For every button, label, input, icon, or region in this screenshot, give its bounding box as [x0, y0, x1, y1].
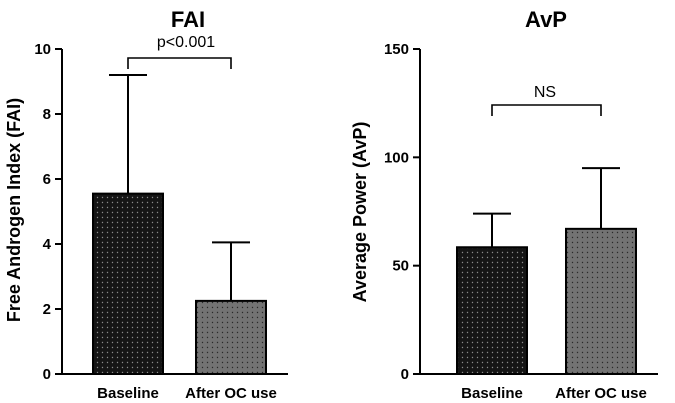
- y-tick-label: 10: [34, 41, 51, 58]
- plot-area: 0 2 4 6 8 10: [34, 41, 288, 383]
- significance-bracket: [127, 57, 232, 69]
- y-tick-label: 150: [384, 41, 409, 58]
- y-tick-label: 100: [384, 149, 409, 166]
- chart-title: FAI: [171, 7, 205, 32]
- y-tick-label: 8: [43, 106, 51, 123]
- category-label: After OC use: [185, 385, 277, 402]
- y-tick-label: 0: [43, 366, 51, 383]
- y-tick-label: 4: [43, 236, 52, 253]
- y-tick-label: 6: [43, 171, 51, 188]
- chart-avp: AvP Average Power (AvP) NS 0 50 100 150 Bas…: [350, 7, 658, 402]
- y-tick-label: 50: [392, 258, 409, 275]
- significance-label: p<0.001: [157, 34, 215, 51]
- y-tick-label: 0: [401, 366, 409, 383]
- category-label: Baseline: [97, 385, 159, 402]
- y-tick-label: 2: [43, 301, 51, 318]
- significance-label: NS: [534, 84, 556, 101]
- chart-title: AvP: [525, 7, 567, 32]
- category-label: After OC use: [555, 385, 647, 402]
- significance-bracket: [491, 104, 602, 116]
- category-label: Baseline: [461, 385, 523, 402]
- y-axis-label: Average Power (AvP): [350, 122, 370, 303]
- plot-area: 0 50 100 150: [384, 41, 658, 383]
- chart-fai: FAI Free Androgen Index (FAI) p<0.001 0 2…: [4, 7, 288, 402]
- y-axis-label: Free Androgen Index (FAI): [4, 98, 24, 322]
- bar: [456, 246, 528, 375]
- bar: [92, 192, 164, 375]
- bar: [195, 299, 267, 375]
- bar: [565, 227, 637, 375]
